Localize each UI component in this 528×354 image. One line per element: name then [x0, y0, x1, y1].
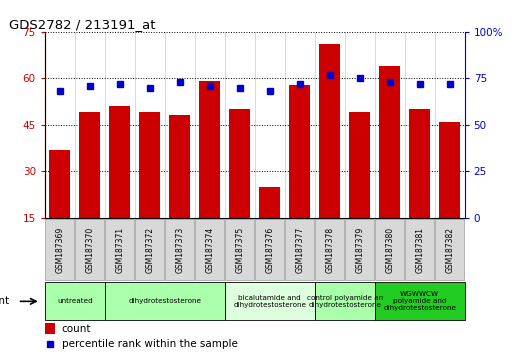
Text: GSM187379: GSM187379: [355, 227, 364, 273]
FancyBboxPatch shape: [45, 219, 74, 280]
Text: GSM187375: GSM187375: [235, 227, 244, 273]
FancyBboxPatch shape: [195, 219, 224, 280]
FancyBboxPatch shape: [315, 282, 375, 320]
FancyBboxPatch shape: [256, 219, 284, 280]
Text: bicalutamide and
dihydrotestosterone: bicalutamide and dihydrotestosterone: [233, 295, 306, 308]
Bar: [254, 32, 285, 218]
Text: GSM187376: GSM187376: [265, 227, 274, 273]
Bar: [345, 32, 375, 218]
FancyBboxPatch shape: [76, 219, 104, 280]
Bar: [195, 32, 225, 218]
Bar: [315, 32, 345, 218]
FancyBboxPatch shape: [135, 219, 164, 280]
FancyBboxPatch shape: [435, 219, 464, 280]
Bar: [45, 323, 55, 335]
Bar: [375, 32, 404, 218]
Bar: [229, 109, 250, 218]
Bar: [50, 149, 70, 218]
FancyBboxPatch shape: [45, 282, 105, 320]
Bar: [404, 32, 435, 218]
Bar: [199, 81, 220, 218]
Bar: [225, 32, 254, 218]
FancyBboxPatch shape: [105, 282, 225, 320]
Bar: [79, 113, 100, 218]
Bar: [439, 122, 460, 218]
Bar: [45, 32, 75, 218]
Bar: [169, 115, 190, 218]
Text: GSM187381: GSM187381: [415, 227, 424, 273]
Bar: [379, 66, 400, 218]
Bar: [259, 187, 280, 218]
Bar: [75, 32, 105, 218]
Bar: [409, 109, 430, 218]
Text: count: count: [62, 324, 91, 334]
Text: GSM187373: GSM187373: [175, 227, 184, 273]
Text: control polyamide an
dihydrotestosterone: control polyamide an dihydrotestosterone: [307, 295, 383, 308]
FancyBboxPatch shape: [285, 219, 314, 280]
Bar: [289, 85, 310, 218]
Bar: [109, 106, 130, 218]
FancyBboxPatch shape: [165, 219, 194, 280]
Text: GSM187370: GSM187370: [86, 227, 95, 273]
Bar: [285, 32, 315, 218]
Text: untreated: untreated: [57, 298, 93, 304]
Bar: [319, 44, 340, 218]
Bar: [139, 113, 161, 218]
FancyBboxPatch shape: [106, 219, 134, 280]
FancyBboxPatch shape: [375, 282, 465, 320]
FancyBboxPatch shape: [225, 219, 254, 280]
Text: GSM187369: GSM187369: [55, 227, 64, 273]
FancyBboxPatch shape: [345, 219, 374, 280]
Text: GDS2782 / 213191_at: GDS2782 / 213191_at: [9, 18, 156, 31]
Text: GSM187382: GSM187382: [445, 227, 454, 273]
FancyBboxPatch shape: [315, 219, 344, 280]
FancyBboxPatch shape: [406, 219, 434, 280]
Text: GSM187371: GSM187371: [115, 227, 124, 273]
Text: GSM187377: GSM187377: [295, 227, 304, 273]
FancyBboxPatch shape: [375, 219, 404, 280]
Text: GSM187374: GSM187374: [205, 227, 214, 273]
Bar: [435, 32, 465, 218]
Text: percentile rank within the sample: percentile rank within the sample: [62, 339, 238, 349]
Text: agent: agent: [0, 296, 9, 306]
Bar: [349, 113, 370, 218]
FancyBboxPatch shape: [225, 282, 315, 320]
Bar: [165, 32, 195, 218]
Text: GSM187378: GSM187378: [325, 227, 334, 273]
Text: dihydrotestosterone: dihydrotestosterone: [128, 298, 201, 304]
Text: GSM187372: GSM187372: [145, 227, 154, 273]
Bar: [105, 32, 135, 218]
Text: WGWWCW
polyamide and
dihydrotestosterone: WGWWCW polyamide and dihydrotestosterone: [383, 291, 456, 311]
Text: GSM187380: GSM187380: [385, 227, 394, 273]
Bar: [135, 32, 165, 218]
